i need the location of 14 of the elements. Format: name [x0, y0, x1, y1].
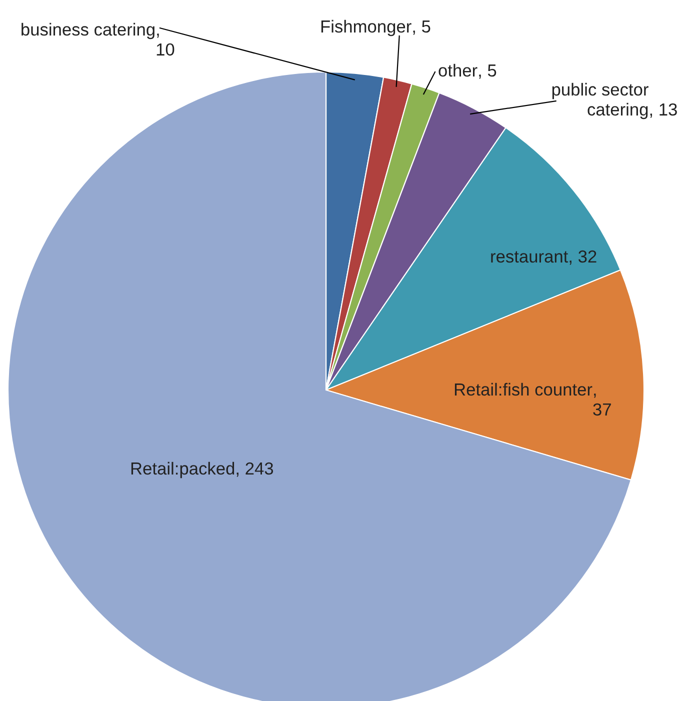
- data-label: , 37: [593, 394, 611, 416]
- data-label: , 32: [570, 250, 596, 265]
- slice-label: restaurant: [491, 251, 568, 263]
- data-label: , 13: [650, 103, 677, 118]
- slice-label: Retail:packed: [131, 462, 234, 478]
- data-label: , 243: [236, 462, 274, 477]
- data-label: , 5: [413, 20, 430, 35]
- slice-label: Fishmonger: [321, 20, 412, 36]
- slice-label: business catering: [22, 22, 154, 40]
- data-label: , 5: [479, 64, 496, 79]
- slice-label: Retail:fish counter: [454, 382, 592, 396]
- slice-label: public sector catering: [552, 82, 648, 120]
- data-label: , 10: [156, 34, 174, 56]
- slice-label: other: [438, 64, 478, 77]
